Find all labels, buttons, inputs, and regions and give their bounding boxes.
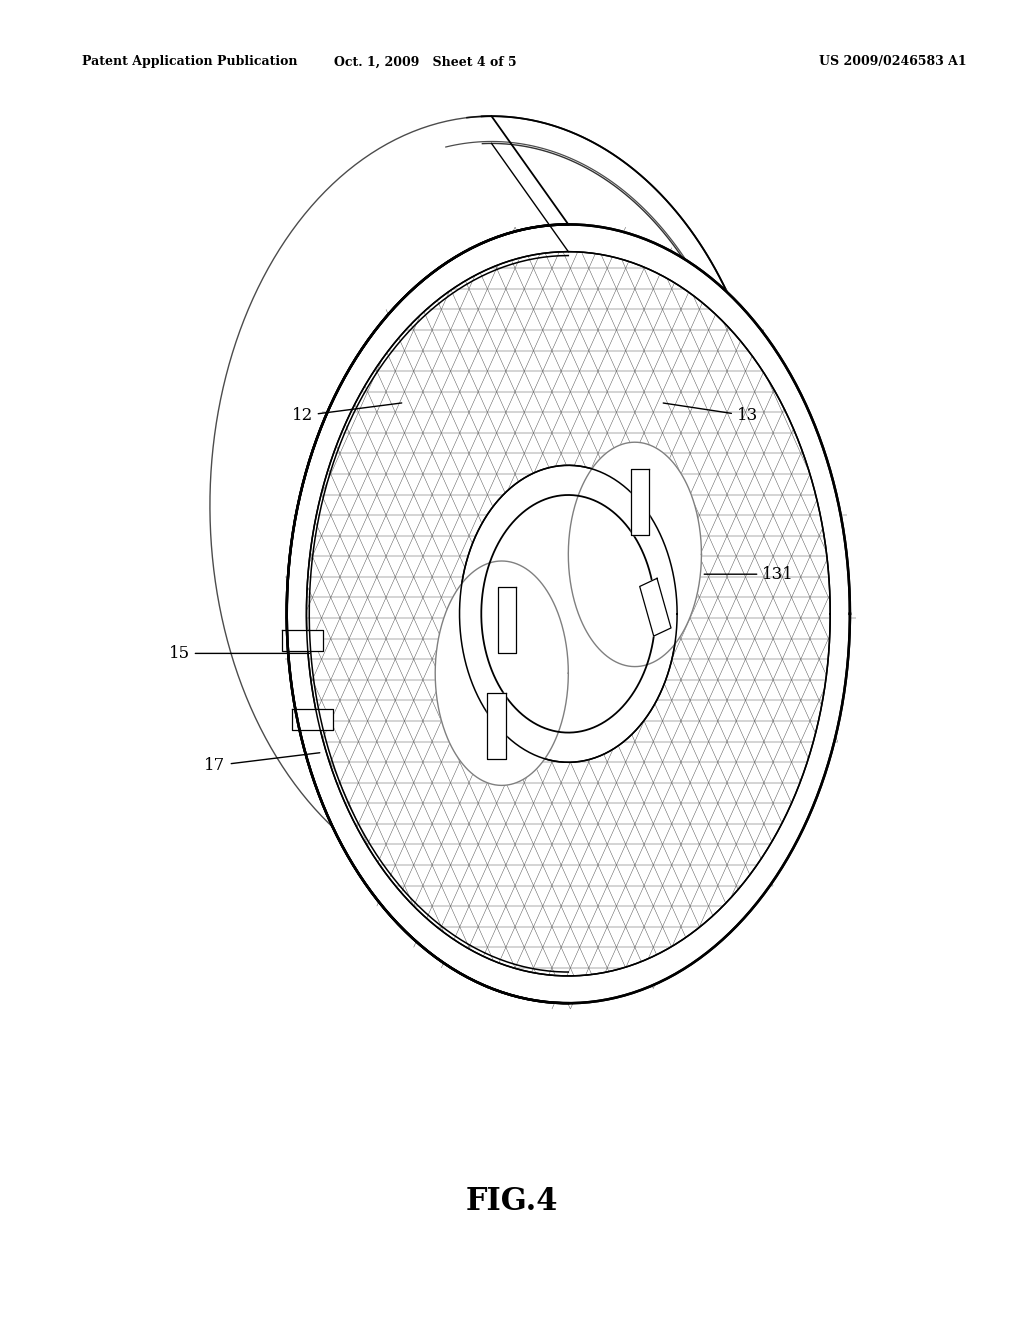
Polygon shape — [631, 469, 649, 535]
Text: 13: 13 — [664, 403, 758, 424]
Polygon shape — [404, 387, 568, 733]
Polygon shape — [283, 630, 324, 651]
Text: 15: 15 — [169, 645, 309, 661]
Polygon shape — [292, 709, 333, 730]
Polygon shape — [287, 224, 850, 1003]
Polygon shape — [210, 116, 568, 1003]
Text: US 2009/0246583 A1: US 2009/0246583 A1 — [819, 55, 967, 69]
Polygon shape — [287, 224, 850, 1003]
Text: FIG.4: FIG.4 — [466, 1185, 558, 1217]
Polygon shape — [287, 224, 568, 1003]
Text: Patent Application Publication: Patent Application Publication — [82, 55, 297, 69]
Text: 131: 131 — [705, 566, 795, 582]
Polygon shape — [460, 466, 677, 762]
Polygon shape — [481, 495, 655, 733]
Polygon shape — [487, 693, 506, 759]
Text: 17: 17 — [205, 752, 319, 774]
Text: Oct. 1, 2009   Sheet 4 of 5: Oct. 1, 2009 Sheet 4 of 5 — [334, 55, 516, 69]
Polygon shape — [568, 442, 701, 667]
Polygon shape — [287, 224, 850, 1003]
Polygon shape — [498, 587, 516, 653]
Text: 12: 12 — [292, 403, 401, 424]
Polygon shape — [640, 578, 671, 636]
Polygon shape — [435, 561, 568, 785]
